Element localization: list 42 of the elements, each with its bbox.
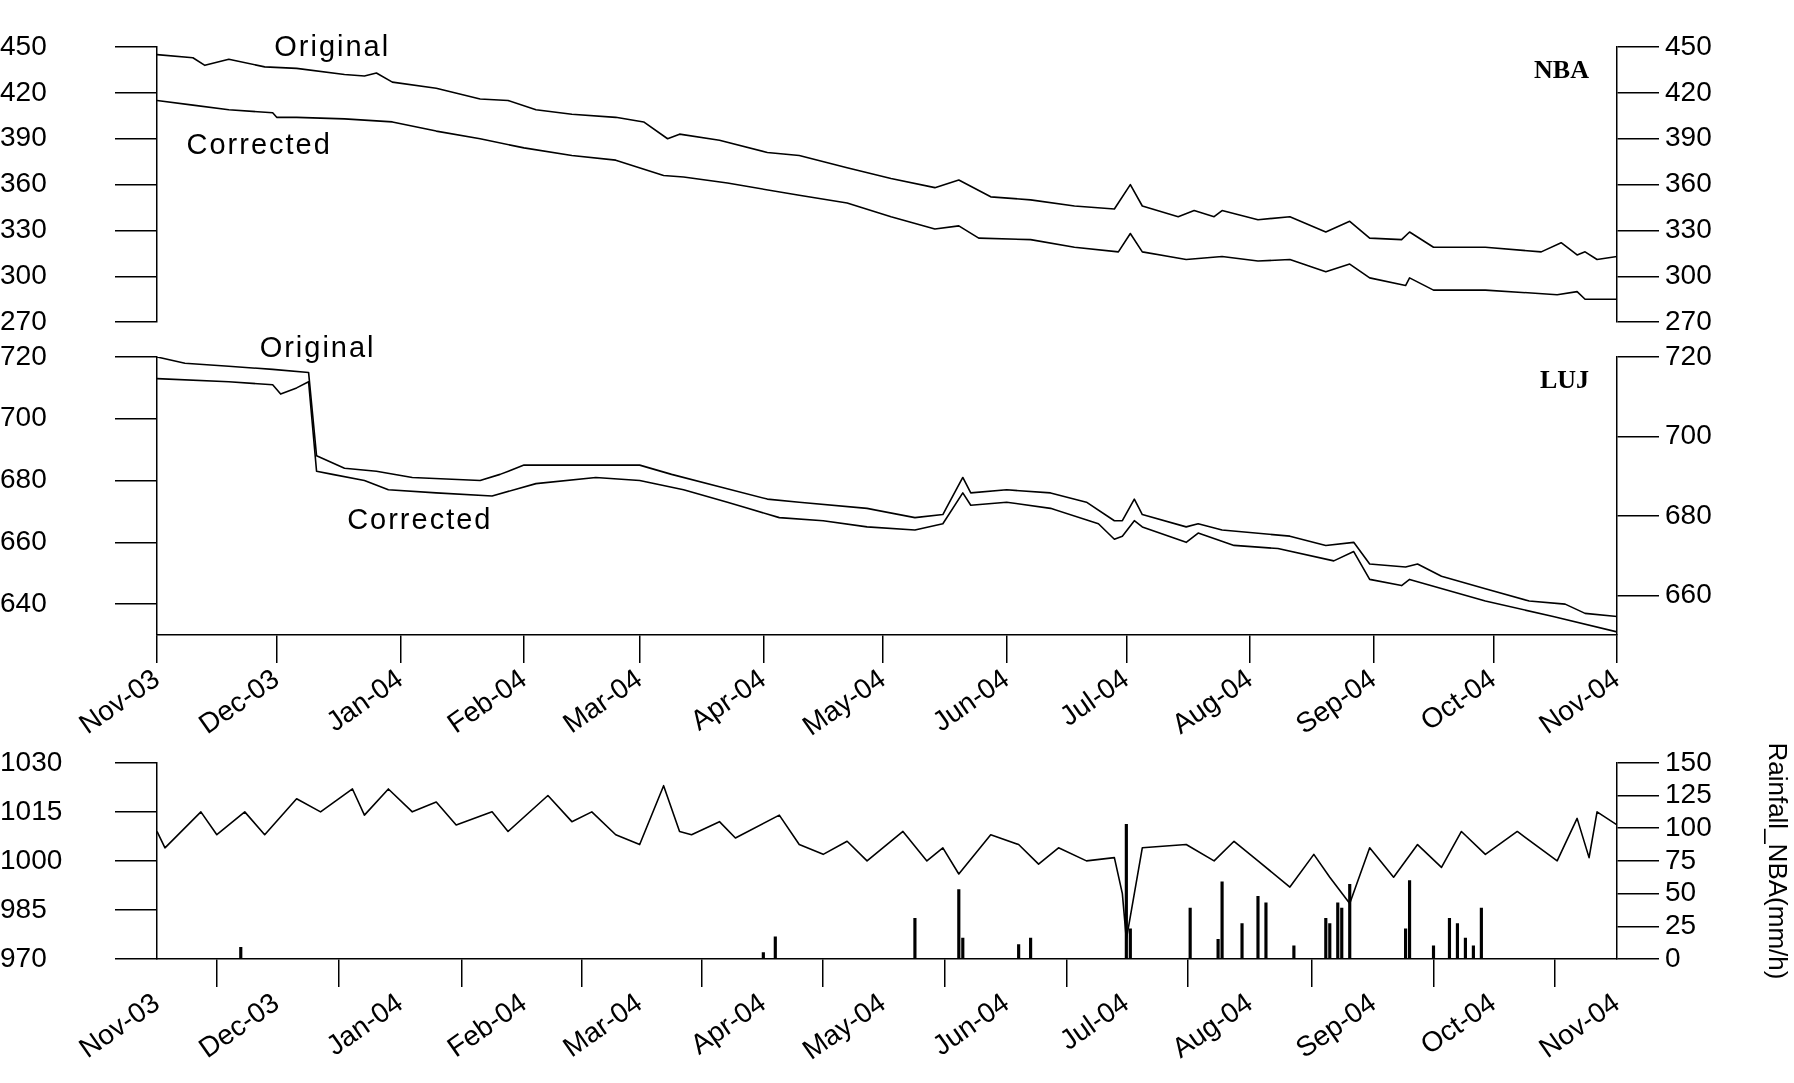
y2-tick-label: 125 (1665, 778, 1712, 810)
y-tick-label: 300 (0, 259, 47, 291)
series-label: Original (259, 330, 376, 363)
y2-tick-label: 680 (1665, 498, 1712, 530)
y-tick-label: 1000 (0, 843, 63, 875)
y2-tick-label: 25 (1665, 909, 1697, 941)
y2-tick-label: 700 (1665, 419, 1712, 451)
y2-tick-label: 330 (1665, 213, 1712, 245)
y2-tick-label: 50 (1665, 876, 1697, 908)
y2-tick-label: 270 (1665, 304, 1712, 336)
y-tick-label: 660 (0, 525, 47, 557)
y-tick-label: 360 (0, 167, 47, 199)
y2-tick-label: 720 (1665, 339, 1712, 371)
series-label: Corrected (347, 503, 493, 536)
annotation: NBA (1534, 54, 1590, 84)
y-tick-label: 970 (0, 941, 47, 973)
y-tick-label: 330 (0, 213, 47, 245)
y-tick-label: 700 (0, 401, 47, 433)
y2-tick-label: 420 (1665, 75, 1712, 107)
y2-tick-label: 360 (1665, 167, 1712, 199)
y-tick-label: 720 (0, 339, 47, 371)
y2-tick-label: 390 (1665, 121, 1712, 153)
y2-tick-label: 660 (1665, 578, 1712, 609)
y-tick-label: 420 (0, 75, 47, 107)
y2-tick-label: 150 (1665, 745, 1712, 777)
y-tick-label: 1015 (0, 794, 63, 826)
series-label: Original (274, 29, 391, 62)
y-tick-label: 450 (0, 29, 47, 61)
y-tick-label: 270 (0, 304, 47, 336)
annotation: LUJ (1539, 364, 1589, 394)
y2-tick-label: 100 (1665, 810, 1712, 842)
y-tick-label: 985 (0, 892, 47, 924)
y-tick-label: 1030 (0, 745, 63, 777)
y2-tick-label: 75 (1665, 843, 1697, 875)
y2-tick-label: 300 (1665, 259, 1712, 291)
y2-axis-title: Rainfall_NBA(mm/h) (1763, 742, 1794, 980)
y2-tick-label: 0 (1665, 941, 1681, 973)
y2-tick-label: 450 (1665, 29, 1712, 61)
y-tick-label: 680 (0, 463, 47, 495)
legend-label: Corrected (186, 127, 332, 160)
y-tick-label: 390 (0, 121, 47, 153)
y-tick-label: 640 (0, 586, 47, 618)
